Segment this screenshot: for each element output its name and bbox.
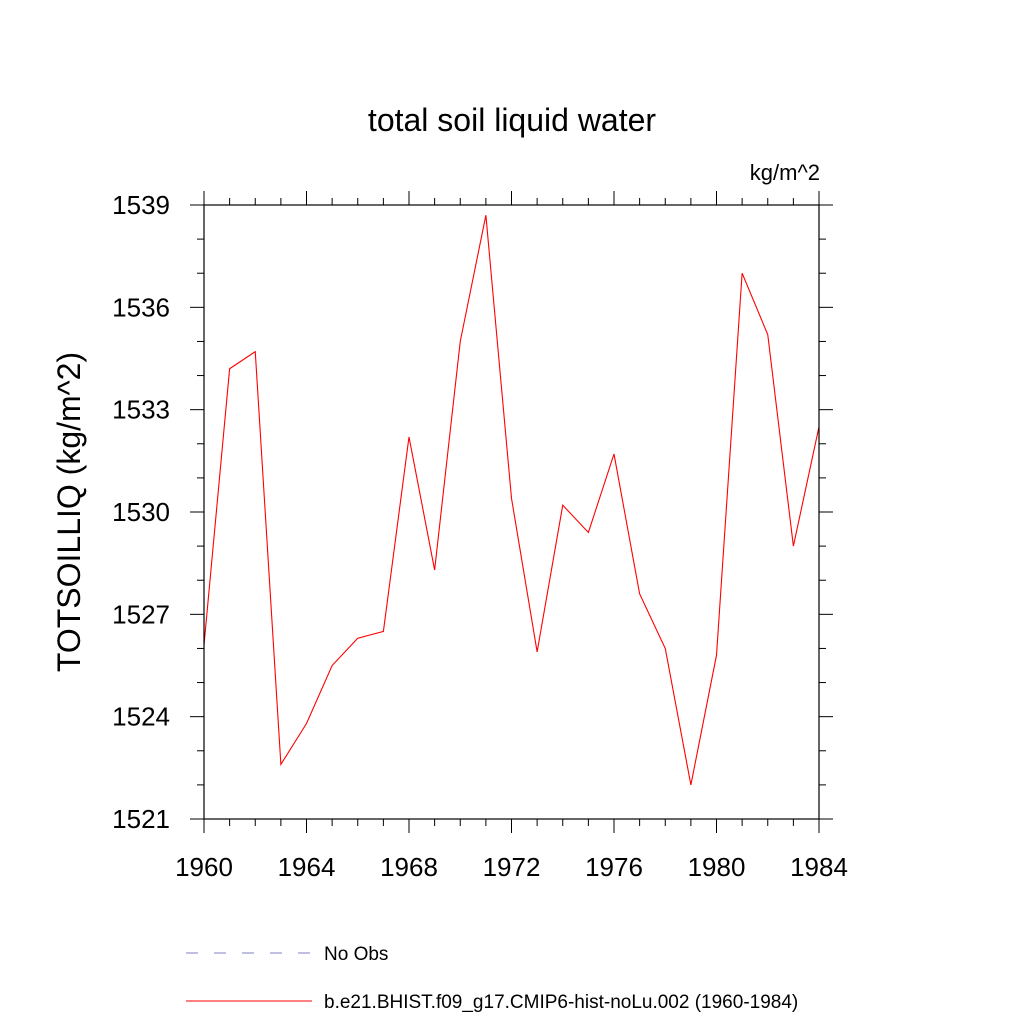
- legend-label-model: b.e21.BHIST.f09_g17.CMIP6-hist-noLu.002 …: [324, 992, 798, 1013]
- x-tick-label: 1984: [790, 852, 848, 882]
- x-tick-label: 1960: [175, 852, 233, 882]
- plot-frame: [203, 204, 820, 820]
- x-tick-label: 1964: [278, 852, 336, 882]
- y-tick-labels: 1521 1524 1527 1530 1533 1536 1539: [112, 190, 170, 834]
- x-tick-label: 1968: [380, 852, 438, 882]
- series-line-0: [203, 215, 820, 785]
- y-tick-label: 1521: [112, 804, 170, 834]
- units-label: kg/m^2: [750, 160, 820, 185]
- x-tick-label: 1972: [483, 852, 541, 882]
- y-tick-label: 1530: [112, 497, 170, 527]
- y-tick-label: 1533: [112, 395, 170, 425]
- series-layer: [203, 215, 820, 785]
- legend-label-no-obs: No Obs: [324, 944, 388, 965]
- y-tick-label: 1536: [112, 292, 170, 322]
- y-tick-label: 1527: [112, 599, 170, 629]
- x-tick-label: 1976: [585, 852, 643, 882]
- legend: No Obs b.e21.BHIST.f09_g17.CMIP6-hist-no…: [186, 944, 798, 1013]
- x-tick-labels: 1960 1964 1968 1972 1976 1980 1984: [175, 852, 848, 882]
- y-tick-label: 1524: [112, 702, 170, 732]
- y-tick-label: 1539: [112, 190, 170, 220]
- chart-title: total soil liquid water: [368, 102, 656, 138]
- x-tick-label: 1980: [688, 852, 746, 882]
- y-axis-label: TOTSOILLIQ (kg/m^2): [51, 352, 87, 672]
- axis-ticks: [190, 191, 833, 833]
